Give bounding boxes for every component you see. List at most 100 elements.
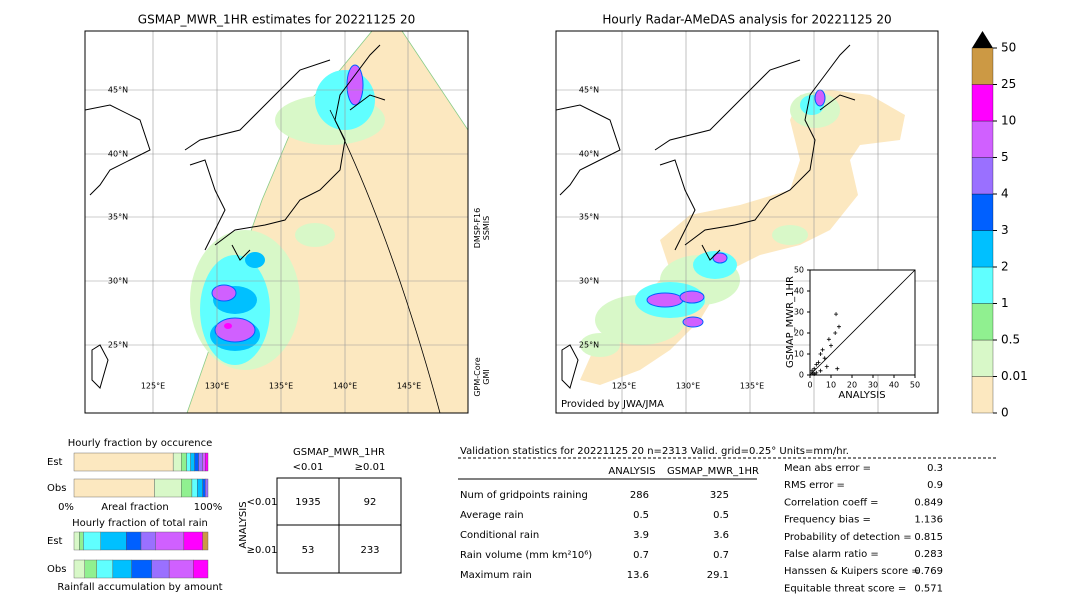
lon-label: 135°E (740, 382, 764, 391)
stat-value: 13.6 (627, 570, 649, 581)
colorbar-segment (971, 303, 994, 341)
sensor-label: GPM-CoreGMI (473, 357, 491, 396)
score-label: Probability of detection = (784, 532, 912, 543)
colorbar-segment (971, 193, 994, 231)
fraction-segment (202, 531, 209, 551)
stat-value: 0.7 (713, 550, 729, 561)
scatter-point (818, 368, 823, 373)
x-axis-label: ANALYSIS (838, 390, 885, 401)
stat-label: Num of gridpoints raining (460, 490, 588, 501)
panel-footer: Rainfall accumulation by amount (57, 582, 222, 593)
lat-label: 25°N (579, 341, 599, 350)
map-title: Hourly Radar-AMeDAS analysis for 2022112… (602, 13, 891, 27)
lon-label: 130°E (676, 382, 700, 391)
fraction-segment (126, 531, 142, 551)
credit: Provided by JWA/JMA (561, 399, 664, 410)
lat-label: 45°N (579, 86, 599, 95)
scatter-point (818, 352, 823, 356)
colorbar-label: 5 (1001, 150, 1009, 164)
stat-label: Average rain (460, 510, 524, 521)
colorbar-extend (972, 31, 993, 48)
fraction-segment (194, 452, 199, 472)
row-label: ≥0.01 (247, 545, 278, 556)
colorbar-label: 50 (1001, 41, 1016, 55)
colorbar-segment (971, 120, 994, 158)
colorbar-label: 0.01 (1001, 369, 1028, 383)
colorbar-segment (971, 47, 994, 85)
stat-value: 325 (710, 490, 729, 501)
fraction-segment (131, 559, 152, 579)
lat-label: 40°N (108, 150, 128, 159)
x-tick-label: 30 (868, 381, 878, 390)
row-label: Obs (47, 564, 66, 575)
colorbar-label: 10 (1001, 114, 1016, 128)
score-label: Hanssen & Kuipers score = (784, 566, 920, 577)
fraction-segment (112, 559, 132, 579)
fraction-segment (83, 531, 101, 551)
scatter-point (836, 324, 841, 329)
colorbar-segment (971, 376, 994, 414)
fraction-segment (183, 531, 203, 551)
fraction-segment (190, 452, 195, 472)
cell: 1935 (295, 497, 320, 508)
fraction-segment (186, 452, 191, 472)
fraction-segment (180, 478, 193, 498)
stat-value: 3.6 (713, 530, 729, 541)
panel-title: Hourly fraction of total rain (72, 518, 208, 529)
fraction-segment (96, 559, 114, 579)
scatter-point (829, 343, 833, 348)
score-label: Frequency bias = (784, 515, 871, 526)
y-tick-label: 10 (794, 350, 804, 359)
row-label: Est (47, 536, 63, 547)
x-tick-label: 50 (910, 381, 920, 390)
colorbar-label: 0 (1001, 406, 1009, 420)
score-value: 0.571 (914, 583, 943, 594)
map-frame (555, 30, 939, 414)
colorbar-segment (971, 157, 994, 195)
fraction-segment (191, 478, 198, 498)
scatter-point (834, 312, 839, 317)
lon-label: 135°E (269, 382, 293, 391)
stat-value: 0.7 (633, 550, 649, 561)
fraction-segment (197, 478, 203, 498)
stat-value: 29.1 (707, 570, 729, 581)
lat-label: 45°N (108, 86, 128, 95)
score-label: Correlation coeff = (784, 497, 879, 508)
fraction-segment (168, 559, 194, 579)
map-right (556, 31, 938, 413)
cell: 53 (302, 545, 315, 556)
score-label: Equitable threat score = (784, 583, 906, 594)
fraction-segment (172, 452, 182, 472)
scatter-point (814, 362, 819, 367)
fraction-segment (198, 452, 203, 472)
fraction-segment (205, 452, 209, 472)
fraction-segment (180, 452, 187, 472)
lon-label: 130°E (205, 382, 229, 391)
lat-label: 25°N (108, 341, 128, 350)
fraction-segment (155, 531, 185, 551)
scatter-point (812, 371, 817, 376)
scatter-point (816, 360, 821, 365)
score-value: 0.849 (914, 497, 943, 508)
x-tick-label: 10 (826, 381, 836, 390)
col-header: ANALYSIS (608, 466, 655, 477)
fraction-segment (73, 531, 80, 551)
col-header: GSMAP_MWR_1HR (667, 466, 759, 477)
scatter-point (824, 364, 829, 369)
score-label: False alarm ratio = (784, 549, 879, 560)
cell: 92 (364, 497, 377, 508)
colorbar-label: 4 (1001, 187, 1009, 201)
diagonal (809, 269, 916, 376)
scatter-point (820, 347, 825, 352)
table-title: GSMAP_MWR_1HR (293, 447, 385, 458)
colorbar-label: 0.5 (1001, 333, 1020, 347)
lat-label: 30°N (108, 277, 128, 286)
fraction-segment (154, 478, 182, 498)
lon-label: 145°E (397, 382, 421, 391)
fraction-segment (79, 531, 84, 551)
colorbar-label: 25 (1001, 77, 1016, 91)
x-tick-label: 0 (807, 381, 812, 390)
map-left (85, 31, 468, 413)
scatter-point (812, 366, 817, 371)
score-value: 0.9 (927, 480, 943, 491)
